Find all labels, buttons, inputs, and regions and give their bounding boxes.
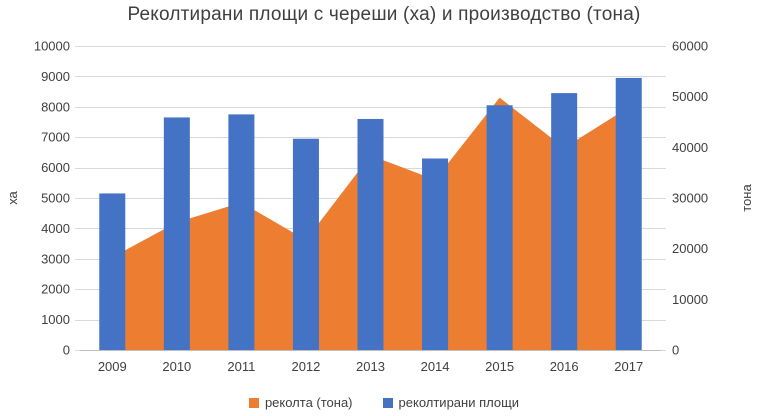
bar-harvested-area-2011 bbox=[228, 114, 255, 351]
x-axis-label-2012: 2012 bbox=[291, 359, 320, 374]
legend-label-harvest-tons: реколта (тона) bbox=[264, 395, 353, 410]
bar-harvested-area-2013 bbox=[357, 118, 384, 351]
chart-legend: реколта (тона) реколтирани площи bbox=[0, 395, 768, 410]
x-axis-label-2010: 2010 bbox=[162, 359, 191, 374]
legend-swatch-orange-icon bbox=[248, 397, 259, 408]
legend-item-harvest-tons: реколта (тона) bbox=[248, 395, 353, 410]
legend-swatch-blue-icon bbox=[382, 397, 393, 408]
x-axis-label-2015: 2015 bbox=[485, 359, 514, 374]
left-axis-tick-label: 10000 bbox=[34, 39, 70, 54]
bar-harvested-area-2014 bbox=[422, 158, 449, 350]
legend-label-harvested-area: реколтирани площи bbox=[398, 395, 520, 410]
x-axis-label-2011: 2011 bbox=[227, 359, 255, 374]
right-axis-title: тона bbox=[739, 184, 754, 212]
x-axis-label-2013: 2013 bbox=[356, 359, 385, 374]
right-axis-tick-label: 20000 bbox=[672, 241, 708, 256]
x-axis-label-2014: 2014 bbox=[421, 359, 450, 374]
legend-item-harvested-area: реколтирани площи bbox=[382, 395, 520, 410]
x-axis-label-2016: 2016 bbox=[550, 359, 579, 374]
left-axis-title: ха bbox=[5, 190, 20, 204]
left-axis-tick-label: 4000 bbox=[41, 221, 70, 236]
right-axis-tick-label: 0 bbox=[672, 343, 679, 358]
bar-harvested-area-2016 bbox=[551, 93, 578, 351]
x-axis-label-2009: 2009 bbox=[98, 359, 127, 374]
left-axis-tick-label: 2000 bbox=[41, 282, 70, 297]
right-axis-tick-label: 10000 bbox=[672, 292, 708, 307]
right-axis-tick-label: 60000 bbox=[672, 39, 708, 54]
bar-harvested-area-2015 bbox=[486, 105, 513, 350]
left-axis-tick-label: 0 bbox=[63, 343, 70, 358]
bar-harvested-area-2017 bbox=[615, 77, 642, 351]
bar-harvested-area-2012 bbox=[292, 138, 319, 350]
right-axis-tick-label: 40000 bbox=[672, 140, 708, 155]
left-axis-tick-label: 9000 bbox=[41, 69, 70, 84]
left-axis-tick-label: 3000 bbox=[41, 251, 70, 266]
left-axis-tick-label: 8000 bbox=[41, 99, 70, 114]
left-axis-tick-label: 7000 bbox=[41, 130, 70, 145]
x-axis-label-2017: 2017 bbox=[614, 359, 643, 374]
left-axis-tick-label: 1000 bbox=[41, 312, 70, 327]
chart-title: Реколтирани площи с череши (ха) и произв… bbox=[127, 4, 641, 25]
left-axis-tick-label: 5000 bbox=[41, 191, 70, 206]
left-axis-tick-label: 6000 bbox=[41, 160, 70, 175]
bar-harvested-area-2010 bbox=[163, 117, 190, 350]
bar-harvested-area-2009 bbox=[99, 193, 126, 350]
right-axis-tick-label: 50000 bbox=[672, 89, 708, 104]
right-axis-tick-label: 30000 bbox=[672, 191, 708, 206]
